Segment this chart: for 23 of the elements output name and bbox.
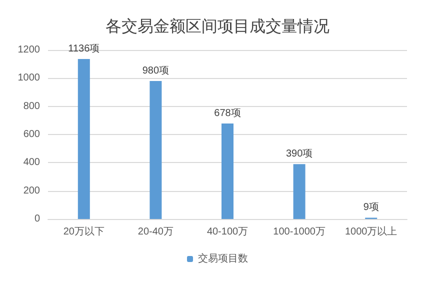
data-label: 1136项 (68, 44, 100, 55)
chart-title: 各交易金额区间项目成交量情况 (106, 18, 330, 36)
y-tick-label: 1200 (18, 44, 40, 56)
bar (293, 164, 306, 219)
y-tick-label: 800 (23, 100, 40, 112)
x-tick-label: 20万以下 (63, 226, 104, 238)
bar (78, 59, 90, 219)
bar (222, 124, 234, 219)
y-tick-label: 400 (23, 157, 40, 168)
bar (150, 80, 162, 219)
x-tick-label: 20-40万 (138, 226, 174, 238)
data-label: 678项 (214, 108, 241, 120)
legend-label: 交易项目数 (198, 252, 248, 264)
x-tick-label: 40-100万 (206, 226, 248, 238)
x-tick-label: 100-1000万 (273, 226, 326, 238)
y-tick-label: 0 (34, 214, 40, 224)
y-tick-label: 600 (23, 129, 40, 140)
y-tick-label: 200 (23, 185, 40, 196)
data-label: 980项 (142, 65, 170, 76)
data-label: 390项 (286, 148, 313, 160)
data-label: 9项 (363, 202, 379, 214)
y-tick-label: 1000 (18, 72, 40, 84)
x-tick-label: 1000万以上 (344, 226, 398, 238)
